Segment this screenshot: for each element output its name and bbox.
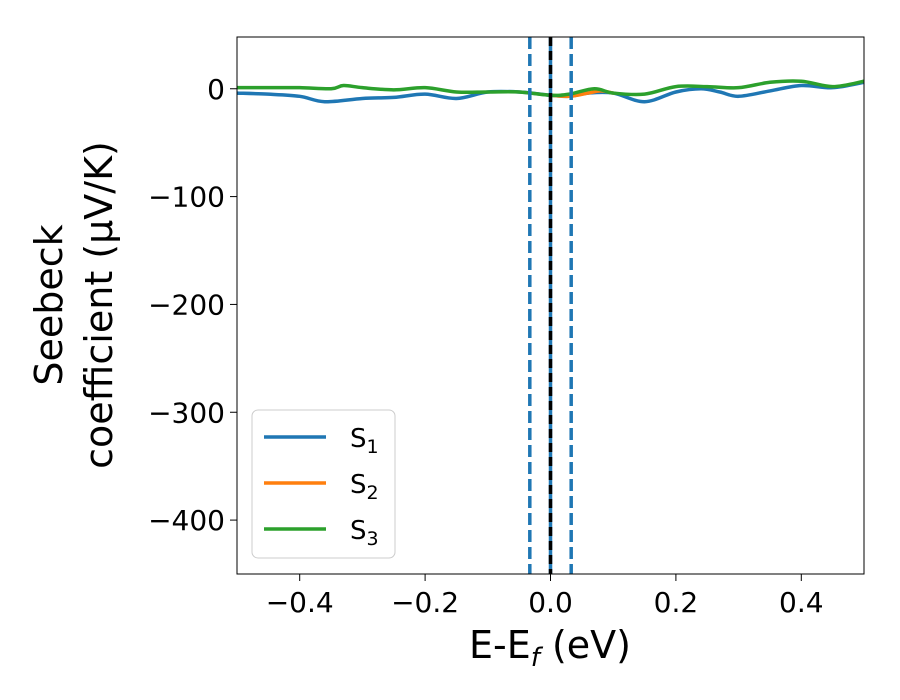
x-axis-title: E-Ef (eV) [469,623,631,673]
x-tick-label: 0.2 [654,586,699,619]
y-axis-title: Seebeck coefficient (μV/K) [27,141,121,469]
x-tick-label: −0.2 [391,586,459,619]
y-axis-title-line1: Seebeck [27,224,71,385]
y-axis-ticks: 0 −100 −200 −300 −400 [148,73,237,537]
x-axis-ticks: −0.4 −0.2 0.0 0.2 0.4 [266,574,824,619]
x-tick-label: 0.4 [779,586,824,619]
vline-layer [528,37,573,574]
y-tick-label: −400 [148,504,225,537]
y-axis-title-line2: coefficient (μV/K) [77,141,121,469]
y-tick-label: −200 [148,288,225,321]
legend-label-s1: S1 [350,424,379,458]
legend-entries: S1 S2 S3 [264,424,379,550]
legend-label-s2: S2 [350,470,379,504]
legend-label-s3: S3 [350,516,379,550]
legend: S1 S2 S3 [251,409,396,559]
y-tick-label: 0 [207,73,225,106]
x-tick-label: 0.0 [528,586,573,619]
y-tick-label: −300 [148,396,225,429]
y-tick-label: −100 [148,181,225,214]
x-tick-label: −0.4 [266,586,334,619]
